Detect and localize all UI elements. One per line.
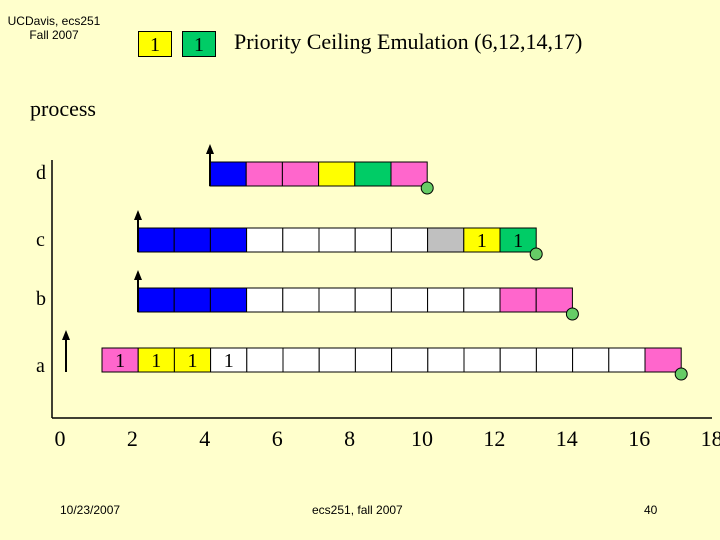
- finish-dot-b: [565, 307, 579, 321]
- schedule-cell-c: [354, 227, 392, 253]
- schedule-cell-d: [209, 161, 247, 187]
- schedule-cell-b: [390, 287, 429, 313]
- legend-green-box: 1: [182, 31, 216, 57]
- x-tick-label: 18: [700, 426, 720, 451]
- schedule-cell-c: [318, 227, 356, 253]
- schedule-cell-a: [318, 347, 356, 373]
- cell-label-a: 1: [151, 350, 161, 372]
- x-tick-label: 14: [555, 426, 578, 451]
- schedule-cell-d: [354, 161, 392, 187]
- schedule-cell-a: [463, 347, 501, 373]
- schedule-cell-d: [318, 161, 356, 187]
- arrival-arrowhead-c: [134, 210, 142, 220]
- header-course: UCDavis, ecs251: [7, 14, 101, 28]
- y-axis-label: process: [30, 96, 96, 121]
- x-tick-label: 4: [199, 426, 211, 451]
- schedule-cell-c: [463, 227, 501, 253]
- schedule-cell-b: [318, 287, 356, 313]
- header-term: Fall 2007: [29, 28, 79, 42]
- x-tick-label: 12: [483, 426, 506, 451]
- x-tick-label: 2: [126, 426, 138, 451]
- schedule-cell-b: [535, 287, 573, 313]
- schedule-cell-b: [137, 287, 175, 313]
- slide-header: UCDavis, ecs251 Fall 2007: [4, 14, 104, 42]
- schedule-cell-a: [391, 347, 429, 373]
- schedule-cell-a: [210, 347, 248, 373]
- x-tick-label: 16: [628, 426, 651, 451]
- arrival-arrowhead-d: [206, 144, 214, 154]
- schedule-cell-b: [427, 287, 465, 313]
- slide-title: Priority Ceiling Emulation (6,12,14,17): [234, 29, 583, 54]
- cell-label-c: 1: [477, 230, 487, 252]
- schedule-cell-c: [137, 227, 175, 253]
- schedule-cell-b: [354, 287, 392, 313]
- schedule-cell-a: [137, 347, 175, 373]
- schedule-cell-c: [282, 227, 320, 253]
- schedule-cell-a: [644, 347, 682, 373]
- schedule-cell-a: [354, 347, 393, 373]
- cell-label-a: 1: [224, 350, 234, 372]
- schedule-cell-a: [572, 347, 610, 373]
- schedule-cell-a: [427, 347, 465, 373]
- finish-dot-a: [674, 367, 688, 381]
- schedule-cell-c: [173, 227, 211, 253]
- schedule-cell-b: [463, 287, 501, 313]
- schedule-cell-b: [173, 287, 211, 313]
- schedule-cell-c: [246, 227, 284, 253]
- schedule-cell-a: [282, 347, 320, 373]
- cell-label-c: 1: [513, 230, 523, 252]
- schedule-cell-a: [499, 347, 537, 373]
- schedule-cell-a: [101, 347, 139, 373]
- process-label-c: c: [36, 229, 45, 251]
- schedule-cell-a: [608, 347, 646, 373]
- process-label-d: d: [36, 162, 46, 184]
- footer-course: ecs251, fall 2007: [312, 503, 403, 517]
- schedule-cell-d: [390, 161, 428, 187]
- process-label-b: b: [36, 288, 46, 310]
- schedule-cell-a: [246, 347, 284, 373]
- schedule-cell-b: [499, 287, 537, 313]
- schedule-cell-d: [245, 161, 283, 187]
- schedule-cell-c: [390, 227, 429, 253]
- schedule-cell-b: [209, 287, 248, 313]
- x-tick-label: 10: [411, 426, 433, 451]
- arrival-arrowhead-b: [134, 270, 142, 280]
- finish-dot-c: [529, 247, 543, 261]
- finish-dot-d: [420, 181, 434, 195]
- schedule-cell-b: [246, 287, 284, 313]
- schedule-cell-a: [535, 347, 574, 373]
- arrival-arrowhead-a: [62, 330, 70, 340]
- footer-page-number: 40: [644, 503, 658, 517]
- x-tick-label: 0: [54, 426, 66, 451]
- cell-label-a: 1: [115, 350, 125, 372]
- schedule-cell-d: [281, 161, 320, 187]
- schedule-cell-c: [209, 227, 248, 253]
- legend-yellow-box: 1: [138, 31, 172, 57]
- cell-label-a: 1: [188, 350, 198, 372]
- x-tick-label: 8: [344, 426, 356, 451]
- schedule-cell-b: [282, 287, 320, 313]
- schedule-cell-c: [499, 227, 537, 253]
- schedule-cell-c: [427, 227, 465, 253]
- footer-date: 10/23/2007: [60, 503, 121, 517]
- process-label-a: a: [36, 355, 45, 377]
- x-tick-label: 6: [271, 426, 283, 451]
